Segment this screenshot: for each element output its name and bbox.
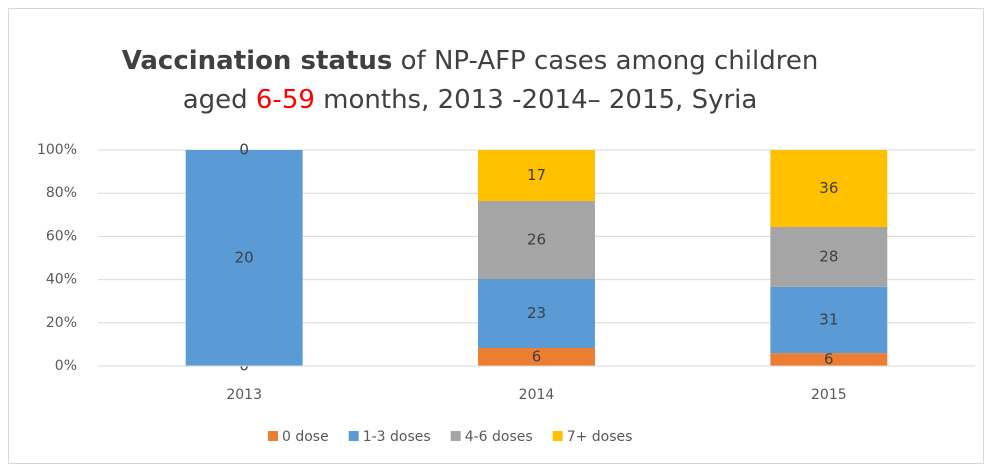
legend-swatch — [268, 431, 278, 441]
data-label: 26 — [527, 231, 546, 249]
x-tick-label: 2014 — [519, 387, 555, 403]
legend-label: 4-6 doses — [465, 429, 533, 445]
data-label: 31 — [819, 311, 838, 329]
y-tick-label: 80% — [46, 185, 77, 201]
data-label: 20 — [235, 249, 254, 267]
y-tick-label: 20% — [46, 315, 77, 331]
bar-segment — [478, 201, 595, 279]
title-run: of NP-AFP cases among children — [392, 46, 818, 76]
title-run: Vaccination status — [122, 46, 393, 76]
y-tick-label: 0% — [55, 358, 77, 374]
y-tick-label: 60% — [46, 228, 77, 244]
data-label: 0 — [239, 141, 249, 159]
data-label: 28 — [819, 247, 838, 265]
data-label: 6 — [532, 348, 542, 366]
legend-label: 0 dose — [282, 429, 329, 445]
bar-segment — [770, 226, 888, 287]
title-run: aged — [183, 85, 256, 115]
y-tick-label: 100% — [37, 142, 77, 158]
bar-segment — [770, 150, 888, 227]
y-tick-label: 40% — [46, 272, 77, 288]
data-label: 36 — [819, 179, 838, 197]
legend-swatch — [348, 431, 359, 441]
x-tick-label: 2015 — [811, 387, 847, 403]
legend-swatch — [450, 431, 461, 441]
legend-label: 1-3 doses — [363, 429, 431, 445]
data-label: 6 — [824, 350, 834, 368]
title-run: months, 2013 -2014– 2015, Syria — [315, 85, 757, 115]
bar-segment — [478, 279, 595, 348]
bar-segment — [185, 150, 303, 366]
bar-segment — [770, 353, 888, 366]
title-run: 6-59 — [256, 85, 315, 115]
chart-title: aged 6-59 months, 2013 -2014– 2015, Syri… — [183, 85, 758, 115]
data-label: 23 — [527, 304, 546, 322]
bar-segment — [478, 348, 595, 366]
legend-label: 7+ doses — [567, 429, 633, 445]
data-label: 17 — [527, 166, 546, 184]
bar-segment — [770, 286, 888, 354]
x-tick-label: 2013 — [226, 387, 262, 403]
chart-title: Vaccination status of NP-AFP cases among… — [122, 46, 819, 76]
bar-segment — [478, 150, 595, 201]
legend-swatch — [552, 431, 563, 441]
